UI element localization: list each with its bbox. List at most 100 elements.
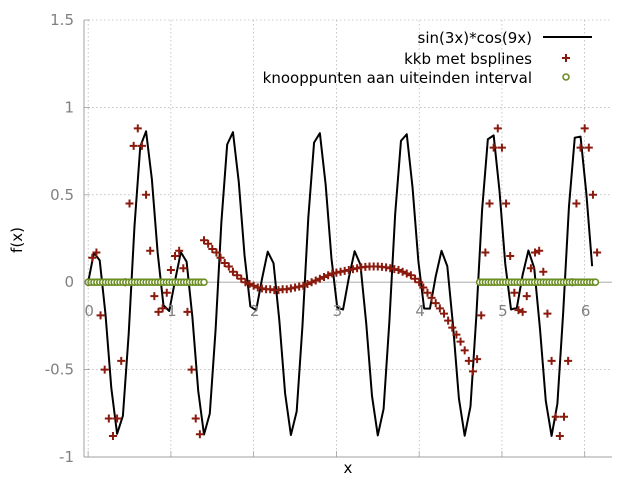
approximation-point-13 [137, 141, 146, 150]
approximation-point-121 [584, 143, 593, 152]
y-tick-label-2: 0 [64, 273, 74, 291]
approximation-point-93 [468, 367, 477, 376]
knot-point-40 [200, 278, 208, 287]
approximation-point-54 [307, 278, 316, 287]
approximation-point-97 [485, 199, 494, 208]
approximation-point-98 [489, 143, 498, 152]
approximation-point-17 [154, 307, 163, 316]
x-tick-label-4: 4 [415, 302, 425, 320]
approximation-point-106 [522, 292, 531, 301]
plot-area [84, 124, 602, 441]
approximation-point-99 [493, 124, 502, 133]
approximation-point-10 [125, 199, 134, 208]
approximation-point-91 [460, 346, 469, 355]
x-tick-label-0: 0 [84, 302, 94, 320]
approximation-point-30 [208, 244, 217, 253]
x-axis-label: x [344, 459, 353, 477]
approximation-point-40 [249, 281, 258, 290]
approximation-point-32 [216, 253, 225, 262]
approximation-point-96 [481, 248, 490, 257]
approximation-point-109 [535, 246, 544, 255]
approximation-point-23 [179, 264, 188, 273]
x-tick-label-6: 6 [581, 302, 591, 320]
legend-swatch-approximation [562, 54, 570, 62]
y-tick-label-1: -0.5 [45, 361, 74, 379]
approximation-point-11 [129, 141, 138, 150]
approximation-point-53 [303, 279, 312, 288]
approximation-point-3 [96, 311, 105, 320]
x-tick-label-1: 1 [167, 302, 177, 320]
approximation-point-94 [473, 355, 482, 364]
approximation-point-52 [299, 281, 308, 290]
approximation-point-22 [175, 246, 184, 255]
approximation-point-113 [551, 412, 560, 421]
approximation-point-31 [212, 248, 221, 257]
y-tick-label-3: 0.5 [50, 186, 74, 204]
approximation-point-83 [427, 293, 436, 302]
approximation-point-118 [572, 199, 581, 208]
approximation-point-119 [576, 143, 585, 152]
approximation-point-16 [150, 292, 159, 301]
approximation-point-123 [593, 248, 602, 257]
approximation-point-100 [497, 143, 506, 152]
approximation-point-104 [514, 306, 523, 315]
x-tick-label-5: 5 [498, 302, 508, 320]
approximation-point-58 [324, 271, 333, 280]
approximation-point-39 [245, 279, 254, 288]
approximation-point-14 [142, 190, 151, 199]
approximation-point-80 [415, 278, 424, 287]
legend: sin(3x)*cos(9x) kkb met bsplinesknooppunt… [263, 29, 592, 87]
approximation-point-90 [456, 337, 465, 346]
approximation-point-75 [394, 265, 403, 274]
legend-label-knots: knooppunten aan uiteinden interval [263, 69, 532, 87]
approximation-point-81 [419, 283, 428, 292]
approximation-point-114 [555, 432, 564, 441]
approximation-point-35 [228, 267, 237, 276]
y-axis-label: f(x) [8, 227, 26, 253]
approximation-point-29 [204, 239, 213, 248]
approximation-point-18 [158, 304, 167, 313]
approximation-point-87 [444, 316, 453, 325]
approximation-point-21 [171, 251, 180, 260]
approximation-point-120 [580, 124, 589, 133]
tick-labels: -1 -0.5 0 0.5 1 1.5 0 1 2 3 4 5 6 [45, 11, 591, 466]
approximation-point-84 [431, 299, 440, 308]
approximation-point-76 [398, 267, 407, 276]
approximation-point-115 [560, 412, 568, 421]
series-approximation [84, 124, 602, 441]
approximation-point-4 [100, 365, 109, 374]
approximation-point-95 [477, 311, 486, 320]
legend-label-approximation: kkb met bsplines [404, 50, 532, 68]
approximation-point-26 [191, 414, 200, 423]
approximation-point-86 [440, 309, 448, 318]
approximation-point-36 [233, 271, 242, 280]
approximation-point-57 [320, 272, 328, 281]
approximation-point-85 [435, 304, 444, 313]
legend-label-function: sin(3x)*cos(9x) [418, 29, 532, 47]
x-tick-label-2: 2 [250, 302, 260, 320]
series-function-line [87, 130, 594, 437]
approximation-point-89 [452, 330, 461, 339]
approximation-point-107 [526, 264, 535, 273]
approximation-point-110 [539, 267, 548, 276]
approximation-point-24 [183, 307, 192, 316]
approximation-point-20 [166, 265, 175, 274]
series-knots [84, 278, 600, 287]
approximation-point-33 [220, 258, 229, 267]
approximation-point-56 [315, 274, 324, 283]
approximation-point-105 [518, 307, 527, 316]
x-tick-label-3: 3 [333, 302, 343, 320]
axes-frame [83, 20, 612, 458]
approximation-point-27 [195, 430, 204, 439]
approximation-point-5 [104, 414, 113, 423]
approximation-point-78 [406, 271, 415, 280]
legend-swatch-knots [562, 73, 570, 81]
approximation-point-92 [464, 356, 473, 365]
approximation-point-102 [506, 251, 515, 260]
approximation-point-19 [162, 288, 171, 297]
approximation-point-38 [241, 278, 250, 287]
approximation-point-6 [108, 432, 117, 441]
knot-point-81 [591, 278, 600, 287]
approximation-point-12 [133, 124, 142, 133]
